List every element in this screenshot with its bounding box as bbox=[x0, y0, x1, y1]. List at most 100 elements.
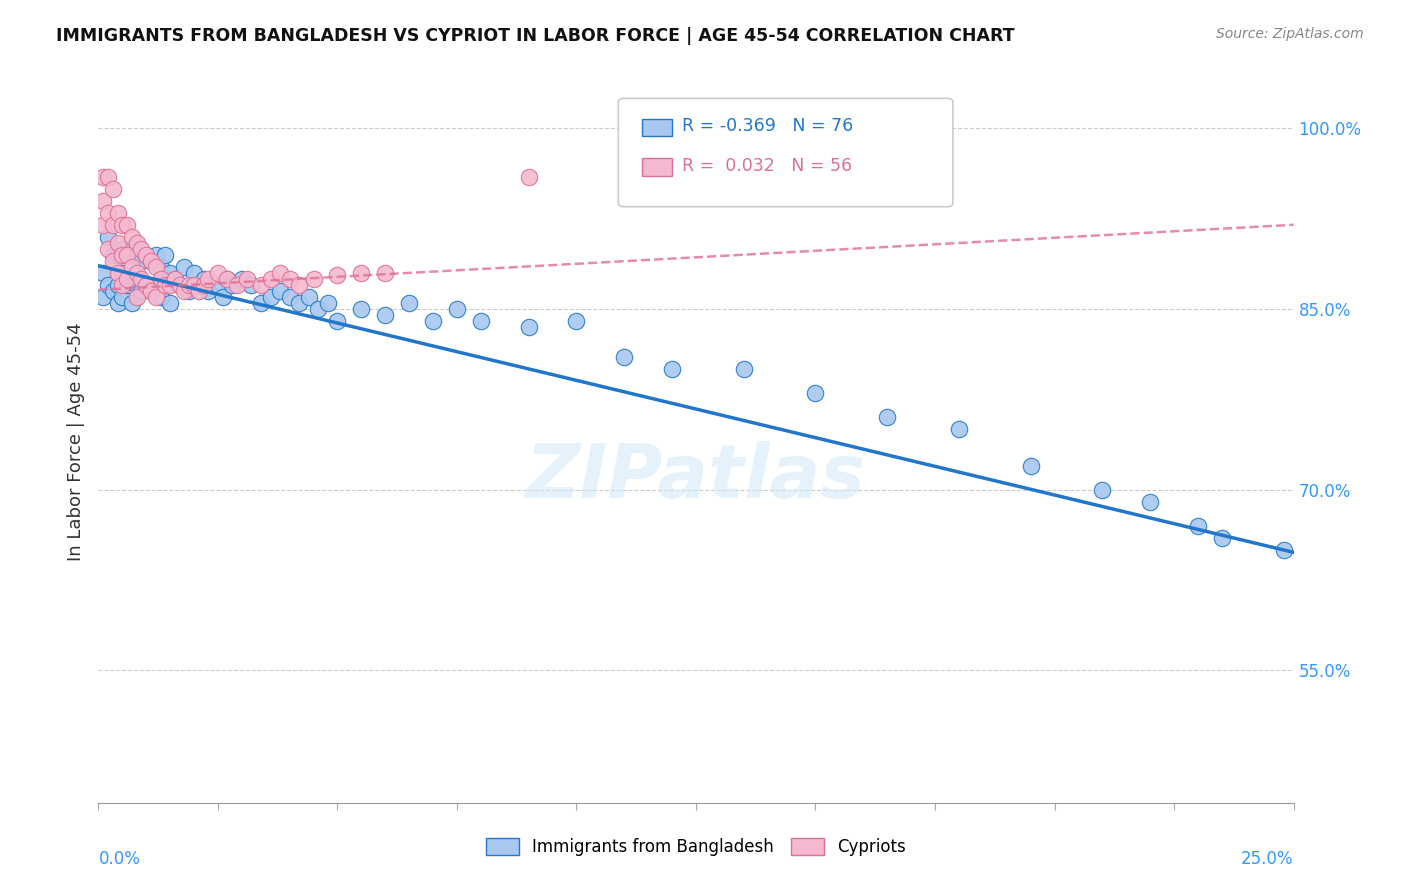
Point bbox=[107, 278, 129, 293]
Point bbox=[155, 278, 177, 293]
Point bbox=[193, 278, 215, 293]
Point bbox=[1019, 458, 1042, 473]
Point bbox=[804, 386, 827, 401]
Point bbox=[565, 314, 588, 328]
Point bbox=[207, 266, 229, 280]
Point bbox=[221, 278, 243, 293]
Point bbox=[173, 260, 195, 274]
Point bbox=[125, 266, 148, 280]
Point bbox=[145, 290, 167, 304]
Point bbox=[374, 308, 396, 322]
Point bbox=[159, 296, 181, 310]
Point bbox=[107, 235, 129, 250]
Point bbox=[269, 284, 291, 298]
Point bbox=[131, 284, 153, 298]
Point bbox=[179, 284, 201, 298]
Point bbox=[350, 301, 373, 317]
Bar bbox=[643, 158, 672, 176]
Point bbox=[97, 205, 120, 219]
Point bbox=[1211, 531, 1233, 545]
Point bbox=[269, 266, 291, 280]
Point bbox=[163, 272, 186, 286]
Point bbox=[125, 278, 148, 293]
Point bbox=[107, 266, 129, 280]
Point bbox=[139, 254, 162, 268]
Point bbox=[121, 296, 143, 310]
Point bbox=[1187, 519, 1209, 533]
Point bbox=[278, 290, 301, 304]
Y-axis label: In Labor Force | Age 45-54: In Labor Force | Age 45-54 bbox=[66, 322, 84, 561]
Point bbox=[470, 314, 492, 328]
Legend: Immigrants from Bangladesh, Cypriots: Immigrants from Bangladesh, Cypriots bbox=[479, 831, 912, 863]
Text: IMMIGRANTS FROM BANGLADESH VS CYPRIOT IN LABOR FORCE | AGE 45-54 CORRELATION CHA: IMMIGRANTS FROM BANGLADESH VS CYPRIOT IN… bbox=[56, 27, 1015, 45]
Point bbox=[876, 410, 898, 425]
Point bbox=[155, 248, 177, 262]
Point bbox=[115, 272, 138, 286]
Point bbox=[125, 290, 148, 304]
Point bbox=[97, 230, 120, 244]
Point bbox=[111, 242, 134, 256]
Point bbox=[125, 235, 148, 250]
Point bbox=[179, 278, 201, 293]
Point bbox=[350, 266, 373, 280]
Point bbox=[169, 278, 191, 293]
Point bbox=[91, 266, 114, 280]
Point bbox=[135, 278, 157, 293]
Point bbox=[259, 272, 281, 286]
Point bbox=[374, 266, 396, 280]
Point bbox=[1091, 483, 1114, 497]
Point bbox=[111, 266, 134, 280]
Text: Source: ZipAtlas.com: Source: ZipAtlas.com bbox=[1216, 27, 1364, 41]
Point bbox=[155, 278, 177, 293]
Point bbox=[135, 248, 157, 262]
Point bbox=[91, 218, 114, 232]
Point bbox=[613, 350, 636, 364]
Point bbox=[115, 248, 138, 262]
Point bbox=[217, 272, 239, 286]
Point bbox=[91, 169, 114, 184]
Point bbox=[111, 290, 134, 304]
Point bbox=[446, 301, 468, 317]
Point bbox=[111, 278, 134, 293]
Point bbox=[115, 218, 138, 232]
Point bbox=[250, 296, 273, 310]
Text: R =  0.032   N = 56: R = 0.032 N = 56 bbox=[682, 156, 852, 175]
Point bbox=[91, 290, 114, 304]
Point bbox=[187, 284, 209, 298]
Point bbox=[107, 248, 129, 262]
Point bbox=[240, 278, 263, 293]
Text: ZIPatlas: ZIPatlas bbox=[526, 442, 866, 514]
Point bbox=[226, 278, 249, 293]
Point bbox=[231, 272, 253, 286]
Point bbox=[250, 278, 273, 293]
Point bbox=[149, 260, 172, 274]
Point bbox=[145, 248, 167, 262]
Point bbox=[159, 266, 181, 280]
Point bbox=[211, 290, 233, 304]
Text: 0.0%: 0.0% bbox=[98, 850, 141, 868]
Point bbox=[111, 218, 134, 232]
Point bbox=[288, 296, 311, 310]
Point bbox=[149, 272, 172, 286]
Point bbox=[121, 260, 143, 274]
Point bbox=[517, 169, 540, 184]
Point bbox=[316, 296, 339, 310]
Point bbox=[207, 278, 229, 293]
Point bbox=[298, 290, 321, 304]
Point bbox=[173, 284, 195, 298]
Point bbox=[187, 278, 209, 293]
Point bbox=[278, 272, 301, 286]
Point bbox=[101, 182, 124, 196]
Point bbox=[183, 266, 205, 280]
Point bbox=[97, 242, 120, 256]
Point bbox=[193, 272, 215, 286]
Point bbox=[131, 254, 153, 268]
Point bbox=[139, 254, 162, 268]
Point bbox=[197, 272, 219, 286]
Point bbox=[111, 248, 134, 262]
Point bbox=[145, 278, 167, 293]
Point bbox=[169, 278, 191, 293]
Point bbox=[101, 254, 124, 268]
Point bbox=[422, 314, 444, 328]
Point bbox=[302, 272, 325, 286]
